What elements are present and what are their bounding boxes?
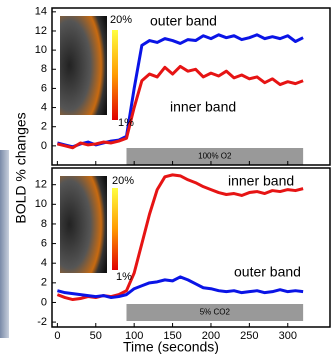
y-tick-label: 2: [41, 277, 47, 289]
x-axis-label: Time (seconds): [123, 339, 219, 354]
series-label: inner band: [170, 99, 236, 115]
y-tick-label: -2: [37, 316, 47, 328]
y-tick-label: 0: [41, 140, 47, 152]
colorbar-label: 20%: [112, 175, 134, 187]
stimulus-label: 100% O2: [198, 152, 232, 161]
inset-image: [60, 16, 107, 115]
x-tick-label: 300: [279, 330, 297, 342]
data-line: [57, 277, 303, 298]
y-tick-label: 4: [41, 257, 47, 269]
y-tick-label: 4: [41, 101, 47, 113]
y-tick-label: 0: [41, 296, 47, 308]
series-label: outer band: [150, 13, 217, 29]
y-tick-label: 10: [35, 198, 47, 210]
y-tick-label: 2: [41, 121, 47, 133]
colorbar: [112, 188, 118, 270]
series-label: inner band: [228, 173, 294, 189]
y-tick-label: 6: [41, 82, 47, 94]
inset-image: [60, 176, 107, 273]
colorbar-label: 1%: [116, 271, 132, 283]
colorbar-label: 1%: [118, 117, 134, 129]
y-tick-label: 14: [35, 6, 47, 18]
y-tick-label: 8: [41, 218, 47, 230]
y-tick-label: 12: [35, 179, 47, 191]
colorbar-label: 20%: [110, 14, 132, 26]
x-tick-label: 0: [54, 330, 60, 342]
x-tick-label: 50: [90, 330, 102, 342]
background-image: [0, 150, 9, 338]
y-axis-label: BOLD % changes: [13, 112, 29, 223]
y-tick-label: 6: [41, 237, 47, 249]
colorbar: [112, 30, 118, 120]
y-tick-label: 8: [41, 63, 47, 75]
chart: 100% O202468101214outer bandinner band20…: [0, 0, 331, 354]
series-label: outer band: [234, 264, 301, 280]
stimulus-label: 5% CO2: [200, 308, 231, 317]
x-tick-label: 250: [240, 330, 258, 342]
y-tick-label: 12: [35, 25, 47, 37]
y-tick-label: 10: [35, 44, 47, 56]
